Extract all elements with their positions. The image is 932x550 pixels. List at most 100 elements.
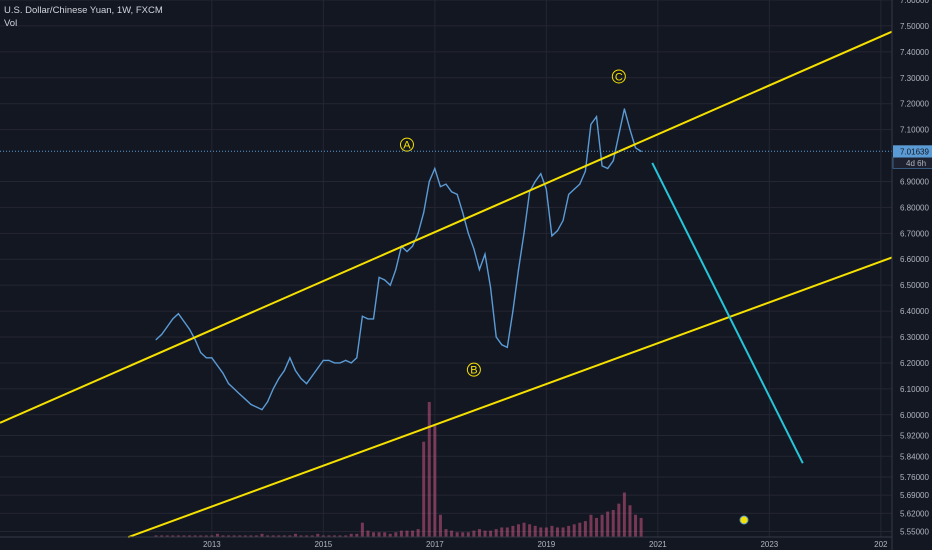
volume-bar bbox=[355, 533, 359, 537]
volume-bar bbox=[433, 425, 437, 537]
price-axis-label: 5.84000 bbox=[900, 452, 929, 461]
price-point bbox=[272, 388, 274, 390]
projection-line bbox=[651, 162, 804, 464]
volume-bar bbox=[271, 535, 275, 537]
chart-legend: U.S. Dollar/Chinese Yuan, 1W, FXCM Vol bbox=[4, 4, 163, 30]
volume-bar bbox=[422, 441, 426, 537]
volume-bar bbox=[333, 535, 336, 537]
price-point bbox=[484, 253, 486, 255]
price-point bbox=[445, 183, 447, 185]
wave-label-c: C bbox=[611, 69, 626, 84]
volume-bar bbox=[578, 522, 582, 537]
volume-bar bbox=[606, 511, 610, 537]
price-point bbox=[551, 235, 553, 237]
volume-bar bbox=[622, 492, 626, 537]
volume-bar bbox=[266, 535, 270, 537]
volume-bar bbox=[583, 521, 587, 537]
price-point bbox=[478, 269, 481, 271]
price-point bbox=[490, 287, 492, 289]
volume-bar bbox=[344, 535, 348, 537]
price-point bbox=[573, 188, 575, 190]
event-marker bbox=[739, 515, 749, 525]
volume-bar bbox=[310, 535, 314, 537]
price-axis-label: 6.50000 bbox=[900, 281, 929, 290]
price-point bbox=[227, 383, 230, 385]
volume-bar bbox=[277, 535, 281, 537]
volume-bar bbox=[544, 527, 548, 537]
price-point bbox=[345, 359, 347, 361]
volume-bar bbox=[511, 525, 515, 537]
volume-bar bbox=[533, 525, 537, 537]
volume-bar bbox=[171, 535, 175, 537]
volume-bar bbox=[466, 532, 470, 537]
price-point bbox=[261, 409, 263, 411]
wave-label-text: C bbox=[615, 71, 623, 83]
price-axis-label: 6.20000 bbox=[900, 359, 929, 368]
volume-bar bbox=[394, 532, 398, 537]
wave-label-circle bbox=[466, 362, 481, 377]
price-axis-label: 5.92000 bbox=[900, 432, 929, 441]
volume-bar bbox=[567, 525, 571, 537]
volume-bar bbox=[500, 527, 504, 537]
volume-label[interactable]: Vol bbox=[4, 18, 18, 29]
price-point bbox=[356, 357, 358, 359]
time-axis-label: 202 bbox=[874, 540, 888, 549]
volume-bar bbox=[238, 535, 242, 537]
volume-bar bbox=[188, 535, 192, 537]
price-point bbox=[450, 191, 453, 193]
price-point bbox=[200, 351, 202, 354]
price-point bbox=[395, 269, 397, 271]
time-axis-label: 2017 bbox=[426, 540, 444, 549]
price-point bbox=[595, 116, 598, 118]
volume-bar bbox=[221, 535, 225, 537]
channel-line bbox=[127, 256, 893, 539]
volume-bar bbox=[327, 535, 331, 537]
price-point bbox=[333, 362, 336, 364]
volume-bar bbox=[628, 505, 632, 537]
price-point bbox=[300, 377, 302, 380]
volume-bar bbox=[377, 532, 381, 537]
volume-bar bbox=[165, 535, 169, 537]
price-point bbox=[590, 123, 592, 126]
volume-bar bbox=[305, 535, 309, 537]
price-point bbox=[322, 359, 324, 361]
price-point bbox=[205, 357, 207, 359]
price-point bbox=[289, 357, 291, 359]
price-point bbox=[278, 377, 280, 380]
volume-bar bbox=[243, 535, 247, 537]
volume-bar bbox=[405, 530, 409, 537]
price-axis-label: 7.30000 bbox=[900, 74, 929, 83]
price-point bbox=[629, 129, 631, 131]
price-point bbox=[406, 250, 408, 253]
price-point bbox=[177, 313, 179, 315]
wave-label-b: B bbox=[466, 362, 481, 377]
price-point bbox=[467, 232, 469, 234]
price-point bbox=[233, 388, 235, 390]
wave-label-circle bbox=[611, 69, 626, 84]
volume-bar bbox=[505, 527, 509, 537]
volume-bar bbox=[154, 535, 158, 537]
volume-bar bbox=[160, 535, 164, 537]
price-point bbox=[640, 150, 642, 152]
symbol-title[interactable]: U.S. Dollar/Chinese Yuan, 1W, FXCM bbox=[4, 5, 163, 16]
price-point bbox=[250, 403, 252, 406]
volume-bar bbox=[494, 529, 498, 537]
price-point bbox=[255, 406, 258, 408]
volume-bar bbox=[199, 535, 203, 537]
price-point bbox=[183, 320, 185, 323]
price-point bbox=[367, 318, 369, 320]
price-point bbox=[311, 375, 313, 377]
volume-bar bbox=[556, 527, 559, 537]
price-point bbox=[579, 183, 581, 185]
price-point bbox=[361, 315, 363, 317]
volume-bar bbox=[338, 535, 342, 537]
wave-label-circle bbox=[399, 137, 414, 152]
price-point bbox=[194, 339, 196, 341]
price-point bbox=[166, 326, 168, 328]
volume-bar bbox=[472, 530, 476, 537]
time-axis-label: 2013 bbox=[203, 540, 221, 549]
price-point bbox=[417, 232, 419, 234]
price-axis-label: 5.62000 bbox=[900, 509, 929, 518]
price-axis-label: 6.40000 bbox=[900, 307, 929, 316]
